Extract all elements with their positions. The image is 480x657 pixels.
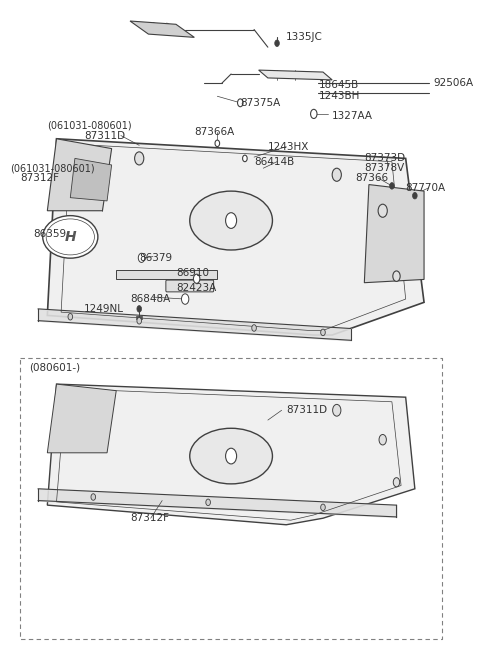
Circle shape	[138, 253, 145, 262]
Text: (061031-080601): (061031-080601)	[48, 121, 132, 131]
Circle shape	[252, 325, 256, 331]
Polygon shape	[70, 158, 112, 201]
Circle shape	[137, 306, 142, 312]
FancyBboxPatch shape	[166, 280, 214, 292]
Circle shape	[379, 434, 386, 445]
Circle shape	[332, 168, 341, 181]
Circle shape	[226, 448, 237, 464]
Circle shape	[275, 40, 279, 47]
Text: 86910: 86910	[176, 268, 209, 278]
Text: 1327AA: 1327AA	[332, 111, 373, 121]
Circle shape	[206, 499, 210, 506]
Circle shape	[378, 204, 387, 217]
Text: 87366: 87366	[355, 173, 388, 183]
Circle shape	[393, 271, 400, 281]
Text: 86359: 86359	[34, 229, 67, 238]
Circle shape	[193, 274, 200, 283]
Polygon shape	[48, 384, 116, 453]
Text: 86414B: 86414B	[254, 156, 294, 167]
Text: 87378V: 87378V	[364, 163, 405, 173]
Text: (061031-080601): (061031-080601)	[11, 163, 95, 173]
Ellipse shape	[43, 215, 98, 258]
Circle shape	[242, 155, 247, 162]
Circle shape	[215, 140, 220, 147]
Circle shape	[68, 313, 72, 320]
Text: 86848A: 86848A	[130, 294, 170, 304]
Circle shape	[91, 494, 96, 500]
Text: 87312F: 87312F	[20, 173, 59, 183]
Polygon shape	[48, 139, 112, 211]
Polygon shape	[48, 384, 415, 525]
Text: H: H	[64, 230, 76, 244]
Text: 87770A: 87770A	[406, 183, 446, 193]
Ellipse shape	[190, 191, 273, 250]
Circle shape	[181, 294, 189, 304]
Circle shape	[413, 193, 417, 199]
Text: (080601-): (080601-)	[29, 363, 80, 373]
Text: 18645B: 18645B	[318, 80, 359, 90]
Text: 87311D: 87311D	[84, 131, 125, 141]
Circle shape	[311, 109, 317, 118]
Polygon shape	[364, 185, 424, 283]
Circle shape	[226, 213, 237, 229]
Polygon shape	[259, 70, 332, 80]
Ellipse shape	[190, 428, 273, 484]
Polygon shape	[130, 21, 194, 37]
Text: 1249NL: 1249NL	[84, 304, 124, 314]
Circle shape	[137, 317, 142, 324]
Text: 87312F: 87312F	[130, 513, 169, 523]
Circle shape	[238, 99, 243, 106]
Text: 87366A: 87366A	[194, 127, 235, 137]
Text: 92506A: 92506A	[433, 78, 473, 88]
Text: 87375A: 87375A	[240, 98, 280, 108]
Text: 82423A: 82423A	[176, 283, 216, 293]
Circle shape	[393, 478, 400, 487]
Circle shape	[390, 183, 394, 189]
Text: 1243HX: 1243HX	[268, 142, 309, 152]
Text: 86379: 86379	[139, 253, 172, 263]
Polygon shape	[48, 139, 424, 335]
Polygon shape	[116, 269, 217, 279]
Circle shape	[321, 504, 325, 510]
Circle shape	[321, 329, 325, 336]
Text: 1243BH: 1243BH	[318, 91, 360, 101]
Text: 87311D: 87311D	[286, 405, 327, 415]
Circle shape	[134, 152, 144, 165]
Text: 87373D: 87373D	[364, 153, 406, 164]
Text: 1335JC: 1335JC	[286, 32, 323, 42]
Circle shape	[333, 405, 341, 416]
